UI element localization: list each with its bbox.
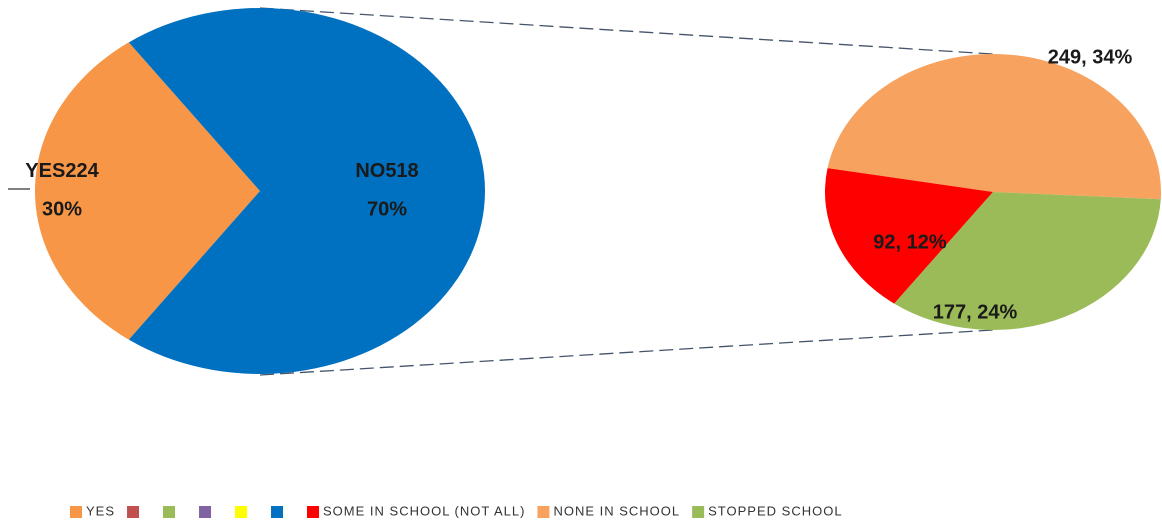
legend-swatch [235,506,248,518]
legend-label: STOPPED SCHOOL [708,503,842,518]
legend-swatch [692,506,705,518]
legend-swatch [163,506,176,518]
pie-slice [128,8,486,374]
labels: YES224 30% NO518 70% 249, 34% 92, 12% 177, 24% [25,46,1132,323]
data-label: 249, 34% [1048,46,1133,68]
legend-swatch [271,506,284,518]
data-label: 177, 24% [933,301,1018,323]
connector-line [259,7,994,55]
legend-label: SOME IN SCHOOL (NOT ALL) [323,503,525,518]
legend-swatch [199,506,212,518]
legend-label: YES [86,503,115,518]
legend-label: NONE IN SCHOOL [553,503,680,518]
legend: YES SOME IN SCHOOL (NOT ALL) NONE IN SCHOO… [70,503,842,518]
percent-label: 30% [42,198,82,220]
legend-swatch [127,506,140,518]
pie-slice [35,42,260,340]
data-label: 92, 12% [873,231,947,253]
pie-slice [825,168,993,304]
legend-swatch [70,506,82,518]
data-label: YES224 [25,160,99,182]
value-label: 518 [385,160,418,182]
category-label: YES [25,160,65,182]
legend-swatch [307,506,320,518]
pie-slice [827,53,1162,200]
percent-label: 70% [367,198,407,220]
data-label: NO518 [355,160,418,182]
connector-line [259,329,994,376]
legend-swatch [537,506,550,518]
pie-slice [894,192,1161,331]
category-label: NO [355,160,385,182]
slices [35,8,1162,374]
value-label: 224 [65,160,99,182]
